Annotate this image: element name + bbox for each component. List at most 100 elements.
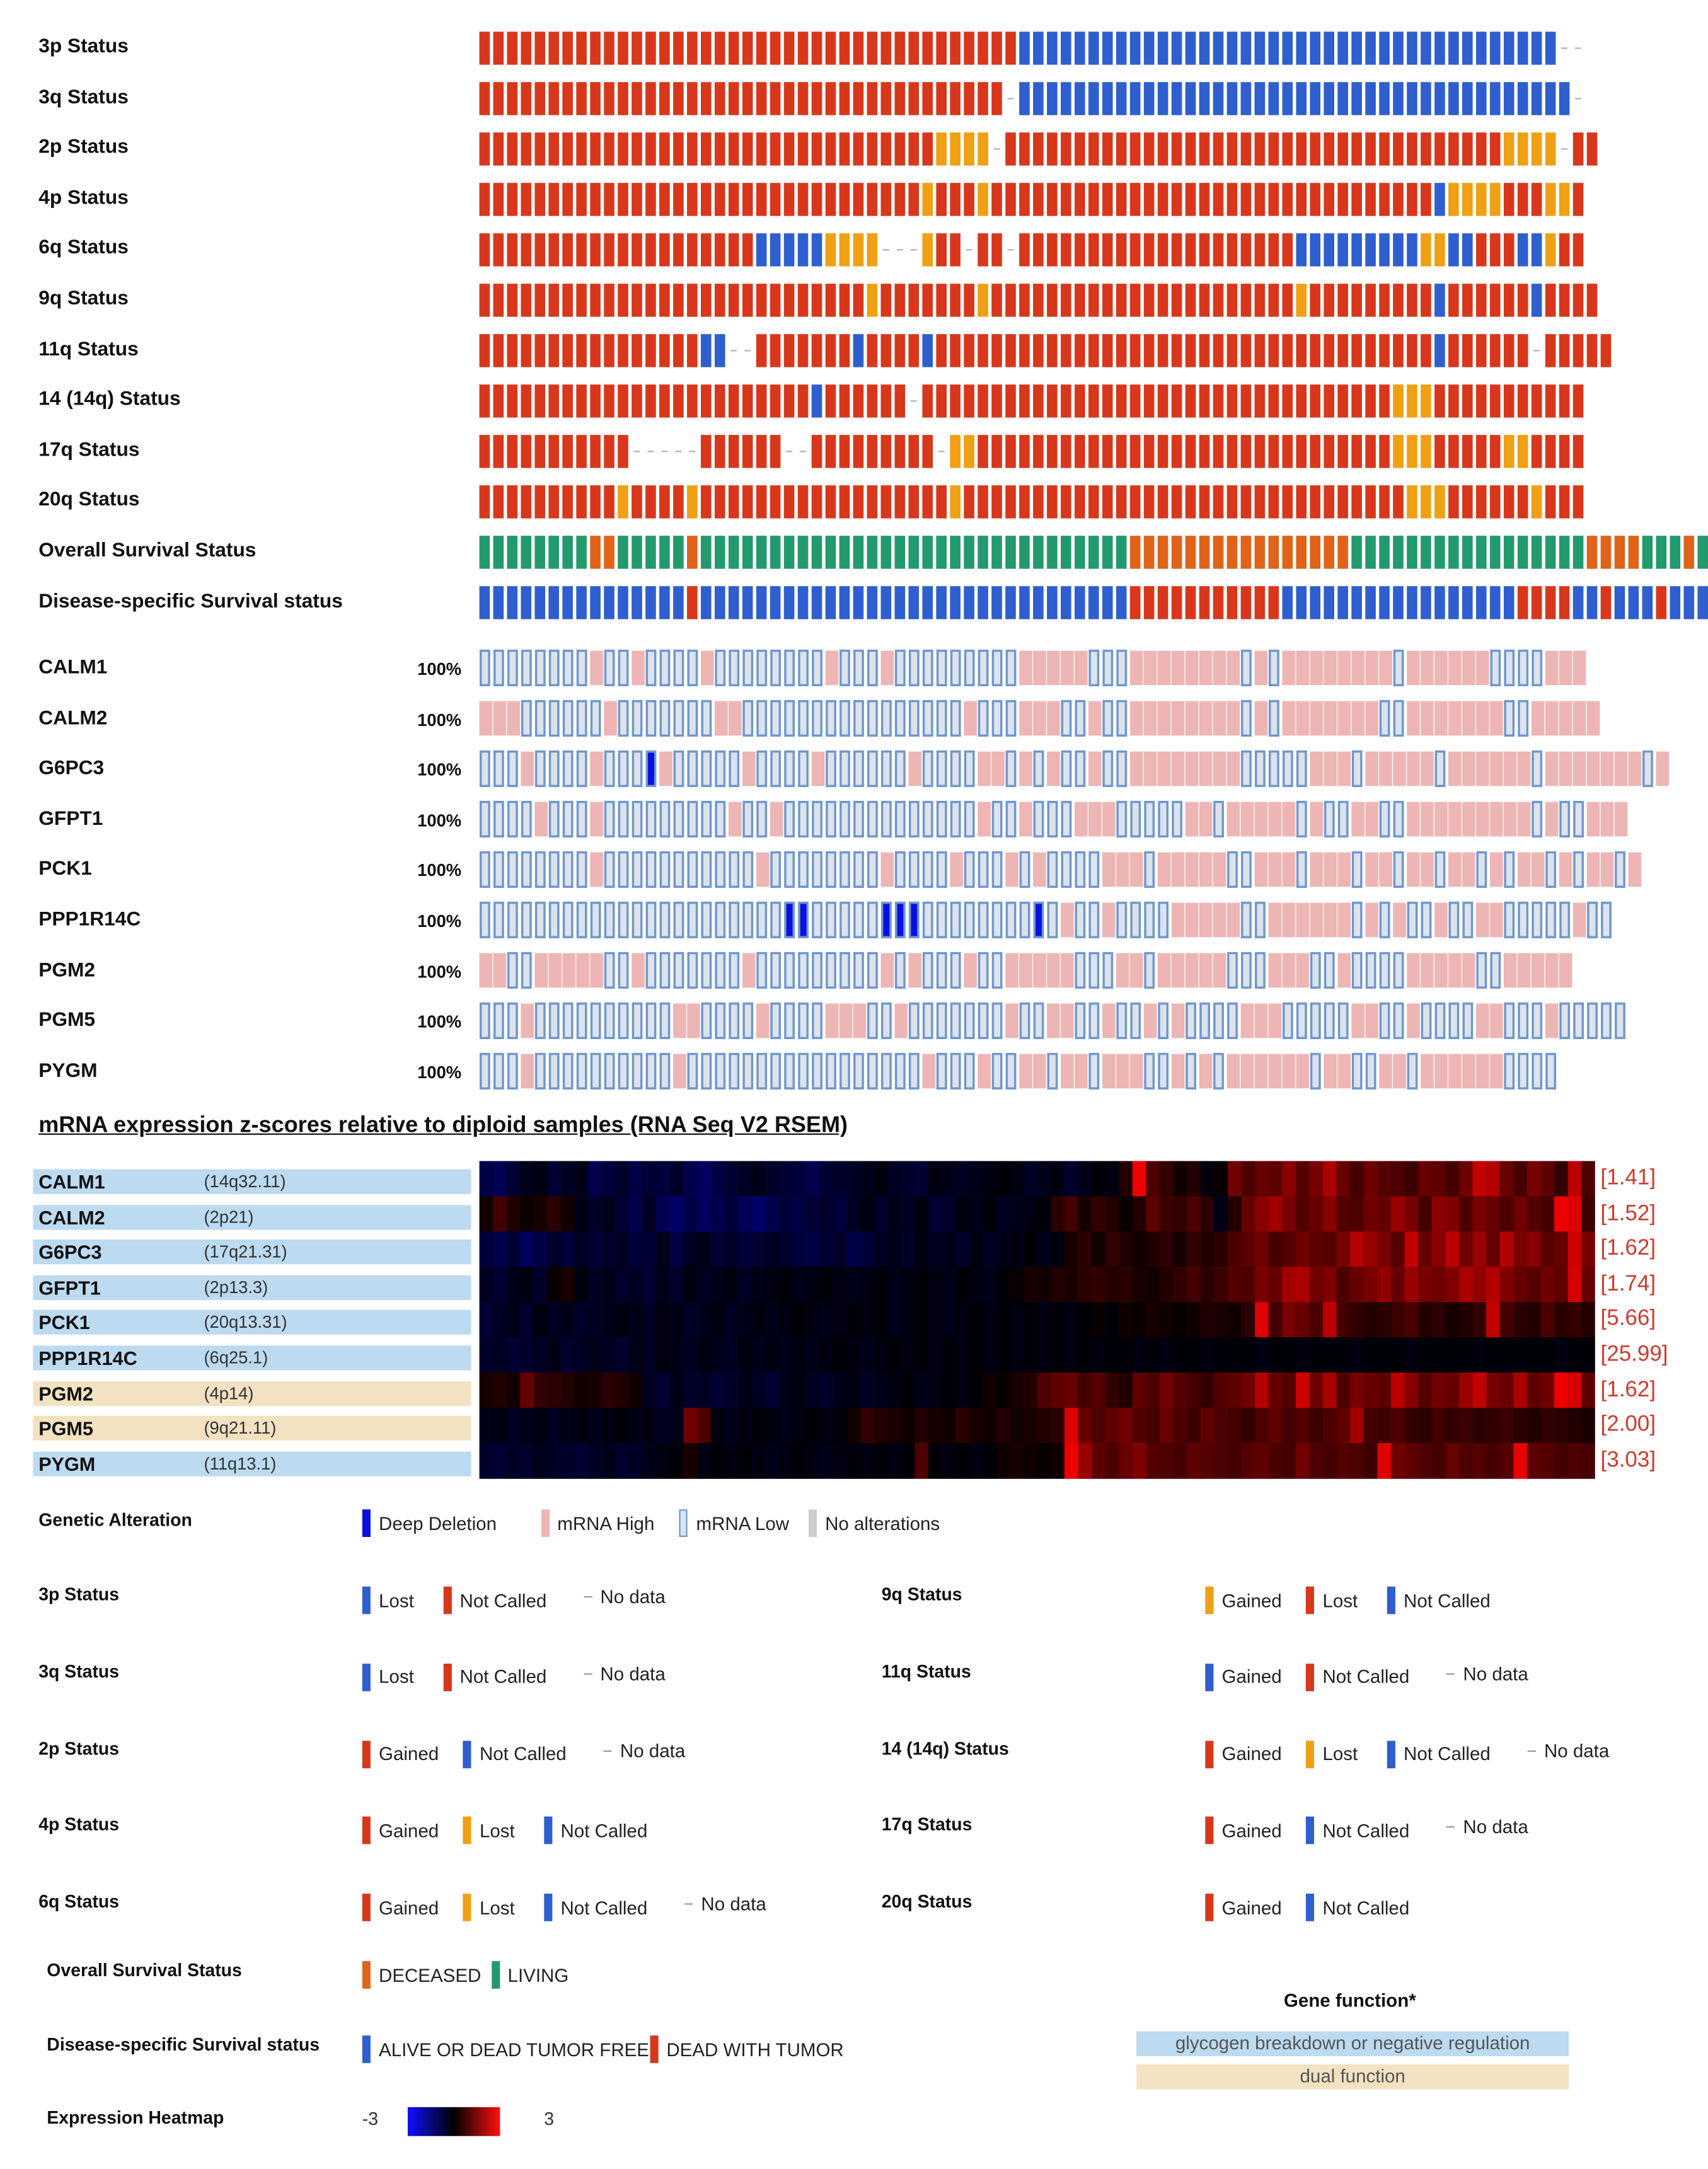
alteration-mrna-low xyxy=(1158,901,1169,938)
sample-cell-not-called xyxy=(562,334,573,367)
sample-cell-not-called xyxy=(1005,485,1016,519)
alteration-mrna-low xyxy=(493,1052,504,1090)
heatmap-cell xyxy=(1363,1337,1378,1373)
alteration-mrna-low xyxy=(645,1002,657,1039)
heatmap-cell xyxy=(1350,1231,1365,1268)
alteration-mrna-high xyxy=(1185,953,1199,988)
heatmap-cell xyxy=(1187,1231,1201,1268)
alteration-mrna-low xyxy=(1019,1002,1030,1039)
alteration-mrna-low xyxy=(991,1002,1003,1039)
sample-cell-not-called xyxy=(1337,183,1348,216)
legend-swatch xyxy=(1205,1740,1214,1768)
heatmap-cell xyxy=(915,1231,929,1268)
heatmap-cell xyxy=(1581,1372,1595,1408)
sample-cell-not-called xyxy=(728,284,739,317)
sample-cell-not-called xyxy=(618,32,628,65)
heatmap-cell xyxy=(561,1337,575,1373)
sample-cell-not-called xyxy=(673,132,684,166)
alteration-mrna-high xyxy=(1254,852,1268,887)
heatmap-cell xyxy=(1119,1267,1133,1303)
heatmap-cell xyxy=(1132,1408,1147,1444)
heatmap-cell xyxy=(574,1267,589,1303)
heatmap-cell xyxy=(955,1161,970,1197)
alteration-mrna-high xyxy=(1226,802,1240,837)
sample-cell-not-called xyxy=(839,32,850,65)
heatmap-cell xyxy=(1268,1267,1283,1303)
sample-cell-not-called xyxy=(1047,233,1058,267)
alteration-mrna-high xyxy=(1365,852,1378,887)
alteration-mrna-high xyxy=(1199,902,1213,938)
sample-cell-not-called xyxy=(1462,384,1473,418)
sample-cell-not-called xyxy=(1226,183,1238,216)
alteration-mrna-low xyxy=(687,851,698,888)
alteration-deep-deletion xyxy=(645,750,657,788)
heatmap-cell xyxy=(996,1161,1011,1197)
alteration-mrna-high xyxy=(880,852,894,887)
sample-cell-not-called xyxy=(908,183,920,216)
heatmap-cell xyxy=(751,1302,766,1338)
gene-label-pgm2: PGM2 xyxy=(38,959,96,982)
sample-cell-not-called xyxy=(618,132,628,166)
sample-cell-not-called xyxy=(618,284,628,317)
heatmap-cell xyxy=(696,1196,712,1233)
alteration-mrna-low xyxy=(701,901,712,938)
alteration-mrna-low xyxy=(784,1002,795,1039)
sample-cell-not-called xyxy=(1531,183,1542,216)
sample-cell-not-called xyxy=(1129,485,1141,519)
sample-cell-not-called xyxy=(964,334,974,367)
alteration-mrna-low xyxy=(1518,699,1529,737)
sample-cell-not-called xyxy=(1102,183,1113,216)
sample-cell-not-called xyxy=(590,485,601,519)
expression-heatmap-legend-title: Expression Heatmap xyxy=(47,2107,224,2128)
heatmap-cell xyxy=(792,1196,807,1233)
heatmap-cell xyxy=(1227,1442,1242,1479)
sample-cell-not-called xyxy=(1462,485,1473,519)
sample-cell-not-called xyxy=(908,435,920,468)
sample-cell-alive-or-dead-tumor-free xyxy=(1642,586,1653,619)
alteration-mrna-high xyxy=(1559,650,1572,686)
sample-cell-lost xyxy=(1531,233,1542,267)
sample-cell-not-called xyxy=(1559,284,1570,317)
sample-cell-not-called xyxy=(1393,284,1404,317)
sample-cell-not-called xyxy=(714,284,725,317)
sample-cell-not-called xyxy=(950,82,961,115)
heatmap-cell xyxy=(1567,1302,1583,1338)
alteration-mrna-low xyxy=(715,1002,726,1039)
sample-cell-living xyxy=(1503,536,1515,569)
heatmap-cell xyxy=(1282,1408,1296,1444)
alteration-mrna-low xyxy=(534,699,546,737)
alteration-mrna-low xyxy=(715,901,726,938)
alteration-mrna-high xyxy=(1365,1003,1378,1038)
sample-cell-not-called xyxy=(618,183,628,216)
sample-cell-not-called xyxy=(1075,284,1085,317)
heatmap-cell xyxy=(561,1372,575,1408)
alteration-mrna-low xyxy=(1310,1052,1321,1090)
heatmap-cell xyxy=(1037,1161,1052,1197)
sample-cell-not-called xyxy=(853,284,864,317)
sample-cell-gained xyxy=(1448,183,1459,216)
sample-cell-dead-with-tumor xyxy=(1226,586,1238,619)
heatmap-cell xyxy=(1513,1161,1528,1197)
heatmap-cell xyxy=(696,1267,712,1303)
sample-cell-gained xyxy=(1421,485,1431,519)
alteration-mrna-low xyxy=(618,750,629,788)
alteration-mrna-low xyxy=(479,851,490,888)
sample-cell-not-called xyxy=(534,82,546,115)
sample-cell-alive-or-dead-tumor-free xyxy=(548,586,559,619)
alteration-mrna-high xyxy=(1185,902,1199,938)
legend-swatch xyxy=(1205,1817,1214,1845)
heatmap-cell xyxy=(1092,1337,1106,1373)
sample-cell-not-called xyxy=(894,183,906,216)
sample-cell-not-called xyxy=(673,485,684,519)
heatmap-cell xyxy=(887,1408,902,1444)
heatmap-cell xyxy=(1105,1302,1120,1338)
alteration-mrna-high xyxy=(1213,902,1226,938)
sample-cell-dead-with-tumor xyxy=(1185,586,1196,619)
alteration-mrna-low xyxy=(645,800,657,838)
heatmap-cell xyxy=(1051,1372,1065,1408)
sample-cell-not-called xyxy=(783,334,795,367)
alteration-mrna-low xyxy=(548,901,560,938)
alteration-mrna-low xyxy=(894,851,906,888)
heatmap-cell xyxy=(1024,1442,1038,1479)
heatmap-cell xyxy=(1159,1302,1174,1338)
